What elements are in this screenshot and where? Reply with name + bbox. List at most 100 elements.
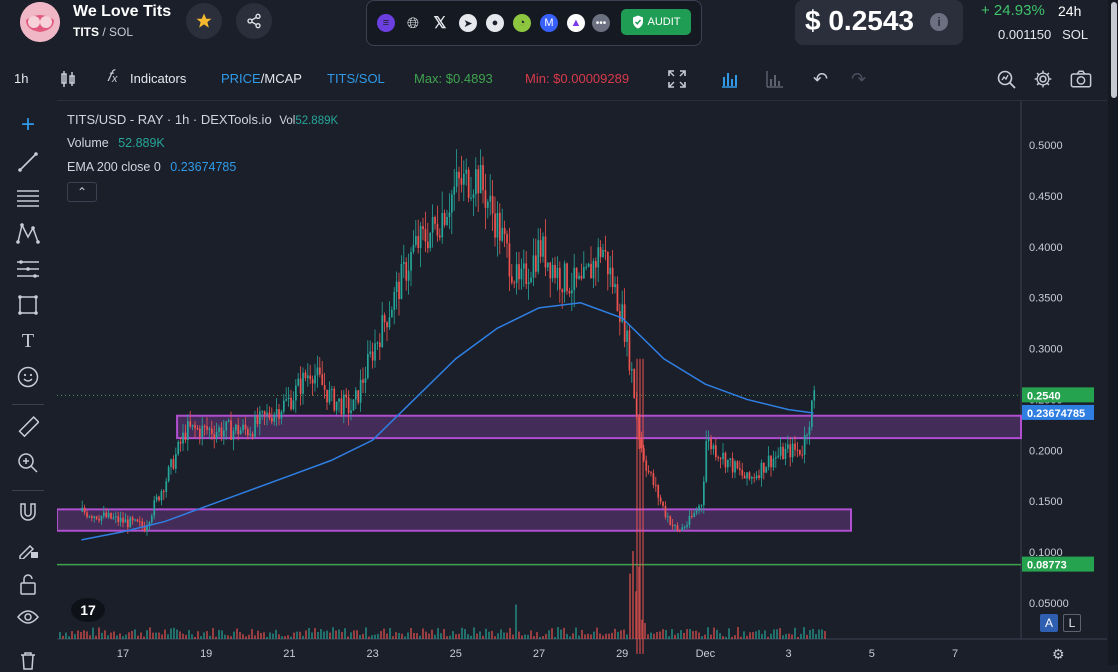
volume-bar bbox=[578, 635, 580, 639]
compare-button[interactable] bbox=[766, 70, 784, 91]
volume-bar bbox=[341, 631, 343, 639]
chart-bars-icon bbox=[766, 71, 783, 88]
candle-body bbox=[633, 369, 636, 399]
zoom-in-icon[interactable] bbox=[16, 451, 40, 475]
fib-retracement-icon[interactable] bbox=[16, 186, 40, 210]
volume-bar bbox=[671, 629, 673, 639]
volume-bar bbox=[401, 633, 403, 639]
coinmarketcap-icon[interactable]: M bbox=[540, 14, 558, 32]
indicators-button[interactable]: Indicators bbox=[130, 71, 187, 86]
interval-selector[interactable]: 1h bbox=[14, 71, 29, 86]
volume-bar bbox=[248, 634, 250, 639]
y-tick-label: 0.3000 bbox=[1029, 344, 1063, 356]
log-scale-button[interactable]: L bbox=[1063, 614, 1081, 632]
price-mcap-toggle[interactable]: PRICE/MCAP bbox=[221, 71, 302, 86]
solana-icon[interactable]: ≡ bbox=[377, 14, 395, 32]
volume-bar bbox=[266, 636, 268, 639]
mcap-toggle[interactable]: MCAP bbox=[264, 71, 302, 86]
auto-scale-button[interactable]: A bbox=[1040, 614, 1058, 632]
info-icon[interactable]: i bbox=[930, 13, 948, 31]
candle-body bbox=[153, 500, 156, 516]
volume-bar bbox=[605, 633, 607, 639]
candle-body bbox=[691, 515, 693, 517]
ruler-icon[interactable] bbox=[16, 415, 40, 439]
volume-bar bbox=[236, 628, 238, 639]
eye-icon[interactable] bbox=[16, 605, 40, 629]
globe-icon[interactable]: 🌐︎ bbox=[406, 14, 419, 32]
volume-bar bbox=[242, 634, 244, 639]
emoji-icon[interactable] bbox=[16, 365, 40, 389]
y-tick-label: 0.1500 bbox=[1029, 496, 1063, 508]
settings-button[interactable] bbox=[1033, 69, 1053, 92]
candle-body bbox=[158, 496, 160, 501]
candle-body bbox=[86, 512, 88, 518]
candle-body bbox=[340, 398, 343, 415]
fullscreen-button[interactable] bbox=[668, 70, 686, 91]
pair-toggle[interactable]: TITS/SOL bbox=[327, 71, 385, 86]
scrollbar-thumb[interactable] bbox=[1111, 2, 1117, 98]
rectangle-icon[interactable] bbox=[16, 293, 40, 317]
candle-type-button[interactable] bbox=[60, 70, 76, 91]
volume-bar bbox=[701, 636, 703, 639]
ema-value-tag: 0.23674785 bbox=[1027, 408, 1085, 420]
share-button[interactable] bbox=[236, 3, 272, 39]
volume-bar bbox=[593, 631, 595, 639]
candle-body bbox=[623, 304, 626, 342]
favorite-button[interactable] bbox=[186, 3, 222, 39]
dextools-icon[interactable]: ▲ bbox=[567, 14, 585, 32]
volume-bar bbox=[491, 630, 493, 639]
redo-icon[interactable]: ↷ bbox=[851, 69, 867, 89]
candle-body bbox=[458, 171, 460, 179]
price-toggle[interactable]: PRICE bbox=[221, 71, 261, 86]
candle-body bbox=[719, 458, 722, 460]
prediction-icon[interactable] bbox=[16, 257, 40, 281]
candle-body bbox=[479, 165, 482, 194]
candle-body bbox=[561, 289, 564, 293]
volume-bar bbox=[434, 634, 436, 639]
volume-bar bbox=[683, 632, 685, 639]
volume-bar bbox=[200, 636, 202, 639]
price-chart[interactable]: 0.50000.45000.40000.35000.30000.25000.20… bbox=[57, 100, 1107, 666]
indicators-icon[interactable]: 𝑓ₓ bbox=[107, 68, 119, 85]
candle-body bbox=[767, 455, 770, 468]
candle-body bbox=[297, 378, 300, 386]
y-tick-label: 0.3500 bbox=[1029, 293, 1063, 305]
text-tool-icon[interactable]: T bbox=[21, 329, 35, 352]
more-icon[interactable]: ••• bbox=[592, 14, 610, 32]
lock-drawing-icon[interactable] bbox=[16, 536, 40, 560]
trash-icon[interactable] bbox=[16, 648, 40, 672]
volume-bar bbox=[59, 632, 61, 639]
magnet-icon[interactable] bbox=[16, 500, 40, 524]
reddit-icon[interactable]: ● bbox=[486, 14, 504, 32]
volume-bar bbox=[317, 632, 319, 639]
candle-body bbox=[398, 281, 400, 300]
trend-line-icon[interactable] bbox=[16, 150, 40, 174]
candle-body bbox=[784, 448, 787, 459]
volume-bar bbox=[563, 627, 565, 639]
undo-icon[interactable]: ↶ bbox=[813, 69, 829, 89]
volume-bar bbox=[284, 636, 286, 639]
pattern-icon[interactable] bbox=[16, 221, 40, 245]
x-icon[interactable]: 𝕏 bbox=[433, 15, 447, 32]
audit-button[interactable]: AUDIT bbox=[621, 9, 691, 35]
candle-body bbox=[806, 434, 808, 436]
volume-toggle-button[interactable] bbox=[720, 70, 738, 91]
collapse-legend-button[interactable]: ⌃ bbox=[67, 182, 97, 202]
page-scrollbar[interactable] bbox=[1108, 0, 1118, 665]
volume-bar bbox=[818, 629, 820, 639]
screenshot-zoom-button[interactable] bbox=[996, 69, 1016, 92]
telegram-icon[interactable]: ➤ bbox=[459, 14, 477, 32]
time-settings-icon[interactable]: ⚙ bbox=[1052, 646, 1065, 662]
candle-body bbox=[316, 367, 319, 376]
unlock-icon[interactable] bbox=[16, 572, 40, 596]
volume-bar bbox=[746, 635, 748, 639]
candle-body bbox=[345, 394, 348, 398]
chart-canvas[interactable]: 0.50000.45000.40000.35000.30000.25000.20… bbox=[57, 101, 1107, 666]
crosshair-icon[interactable]: + bbox=[20, 111, 35, 138]
candle-body bbox=[643, 448, 645, 461]
volume-bar bbox=[212, 628, 214, 639]
candle-body bbox=[407, 270, 410, 281]
camera-button[interactable] bbox=[1070, 69, 1092, 92]
price-sol-value: 0.001150 bbox=[998, 27, 1052, 42]
coingecko-icon[interactable]: ◔ bbox=[513, 14, 531, 32]
